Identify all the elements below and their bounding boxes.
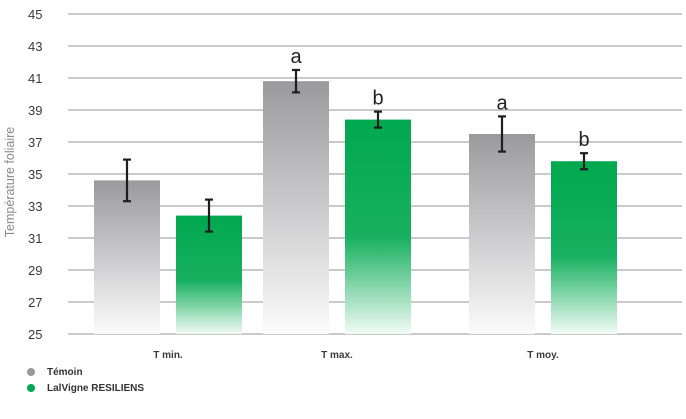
legend-label-temoin: Témoin [47,366,83,378]
x-category-label: T moy. [527,350,559,361]
x-category-label: T max. [321,350,353,361]
y-tick-label: 37 [28,135,42,150]
legend: Témoin LalVigne RESILIENS [27,364,144,396]
y-tick-label: 29 [28,263,42,278]
y-tick-label: 27 [28,295,42,310]
significance-letter: a [290,46,302,68]
legend-label-lalvigne: LalVigne RESILIENS [47,382,145,394]
bar-lalvigne [551,161,617,334]
y-tick-label: 35 [28,167,42,182]
significance-letter: b [372,88,383,110]
error-bar [205,198,213,233]
y-tick-label: 41 [28,71,42,86]
bar-lalvigne [345,119,411,334]
error-bar [292,68,300,94]
significance-letter: a [496,92,508,114]
bars [94,81,617,334]
y-tick-label: 43 [28,39,42,54]
error-bar [580,152,588,171]
x-category-label: T min. [153,350,183,361]
legend-item-temoin: Témoin [27,364,144,380]
error-bars [123,68,588,233]
significance-letters: a b a b [290,46,589,151]
error-bar [374,110,382,129]
bar-temoin [469,134,535,334]
bar-lalvigne [176,215,242,334]
error-bar [498,115,506,153]
legend-swatch-temoin [27,368,35,376]
y-axis-title: Température foliaire [3,127,17,238]
y-tick-label: 39 [28,103,42,118]
y-tick-label: 31 [28,231,42,246]
legend-swatch-lalvigne [27,384,35,392]
y-axis-ticks: 25 27 29 31 33 35 37 39 41 43 45 [28,7,42,342]
y-tick-label: 45 [28,7,42,22]
bar-temoin [263,81,329,334]
error-bar [123,158,131,203]
bar-temoin [94,180,160,334]
y-tick-label: 33 [28,199,42,214]
legend-item-lalvigne: LalVigne RESILIENS [27,380,144,396]
x-axis-categories: T min. T max. T moy. [153,350,559,361]
significance-letter: b [578,129,589,151]
y-tick-label: 25 [28,327,42,342]
